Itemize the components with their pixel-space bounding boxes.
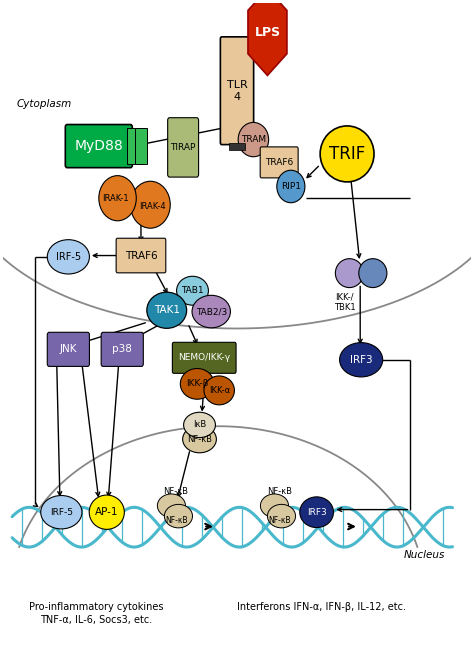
Ellipse shape: [47, 240, 90, 274]
Ellipse shape: [130, 181, 170, 228]
Ellipse shape: [182, 426, 217, 453]
Ellipse shape: [180, 369, 214, 399]
Text: TLR
4: TLR 4: [227, 80, 247, 102]
Ellipse shape: [359, 259, 387, 288]
Text: NEMO/IKK-γ: NEMO/IKK-γ: [178, 353, 230, 362]
Text: MyD88: MyD88: [74, 139, 123, 153]
Text: TRIF: TRIF: [329, 145, 365, 163]
Text: TBK1: TBK1: [334, 302, 356, 311]
Text: IRAK-1: IRAK-1: [102, 194, 128, 203]
Text: NF-κB: NF-κB: [268, 516, 291, 525]
Text: p38: p38: [112, 344, 132, 354]
Ellipse shape: [336, 259, 364, 288]
Ellipse shape: [238, 122, 269, 157]
Ellipse shape: [99, 175, 137, 221]
Ellipse shape: [339, 342, 383, 377]
FancyBboxPatch shape: [136, 128, 146, 164]
Text: TAB2/3: TAB2/3: [196, 307, 227, 316]
Text: NF-κB: NF-κB: [165, 516, 187, 525]
Text: TAK1: TAK1: [154, 306, 180, 315]
Text: TAB1: TAB1: [181, 286, 204, 295]
Text: LPS: LPS: [255, 26, 281, 39]
Text: IRF3: IRF3: [307, 508, 327, 516]
Text: IRF-5: IRF-5: [56, 252, 81, 262]
Text: IRF3: IRF3: [350, 355, 373, 365]
Ellipse shape: [147, 292, 187, 328]
Text: Interferons IFN-α, IFN-β, IL-12, etc.: Interferons IFN-α, IFN-β, IL-12, etc.: [237, 602, 406, 612]
Text: NF-κB: NF-κB: [187, 435, 212, 443]
FancyBboxPatch shape: [47, 332, 90, 367]
FancyBboxPatch shape: [228, 143, 246, 150]
Text: IKK-β: IKK-β: [186, 379, 209, 388]
Text: TRAM: TRAM: [241, 135, 266, 144]
Text: TRAF6: TRAF6: [265, 158, 293, 167]
Ellipse shape: [192, 295, 230, 328]
Text: RIP1: RIP1: [281, 182, 301, 191]
Text: TNF-α, IL-6, Socs3, etc.: TNF-α, IL-6, Socs3, etc.: [40, 615, 153, 625]
Ellipse shape: [183, 413, 216, 438]
Ellipse shape: [320, 126, 374, 182]
Ellipse shape: [164, 505, 192, 528]
Ellipse shape: [260, 494, 289, 518]
Text: NF-κB: NF-κB: [164, 487, 189, 496]
Ellipse shape: [267, 505, 296, 528]
Text: Nucleus: Nucleus: [404, 550, 446, 560]
Ellipse shape: [277, 170, 305, 203]
Text: IKK-/: IKK-/: [336, 293, 354, 302]
Ellipse shape: [41, 495, 82, 529]
Text: Cytoplasm: Cytoplasm: [17, 99, 72, 109]
FancyBboxPatch shape: [127, 128, 138, 164]
Ellipse shape: [157, 494, 185, 518]
FancyBboxPatch shape: [168, 118, 199, 177]
Text: TIRAP: TIRAP: [171, 143, 196, 152]
Text: Pro-inflammatory cytokines: Pro-inflammatory cytokines: [29, 602, 164, 612]
FancyBboxPatch shape: [65, 125, 132, 168]
Text: IRAK-4: IRAK-4: [139, 202, 166, 211]
Text: JNK: JNK: [60, 344, 77, 354]
FancyBboxPatch shape: [220, 37, 254, 145]
Text: IKK-α: IKK-α: [209, 386, 230, 395]
FancyBboxPatch shape: [101, 332, 143, 367]
Text: IκB: IκB: [193, 420, 206, 430]
Ellipse shape: [204, 376, 235, 405]
Text: IRF-5: IRF-5: [50, 508, 73, 516]
Text: AP-1: AP-1: [95, 507, 118, 517]
Text: TRAF6: TRAF6: [125, 250, 157, 261]
Polygon shape: [248, 0, 287, 76]
Ellipse shape: [89, 495, 124, 530]
Text: NF-κB: NF-κB: [267, 487, 292, 496]
FancyBboxPatch shape: [260, 147, 298, 178]
FancyBboxPatch shape: [173, 342, 236, 373]
FancyBboxPatch shape: [116, 238, 166, 273]
Ellipse shape: [300, 497, 334, 528]
Ellipse shape: [177, 277, 209, 305]
